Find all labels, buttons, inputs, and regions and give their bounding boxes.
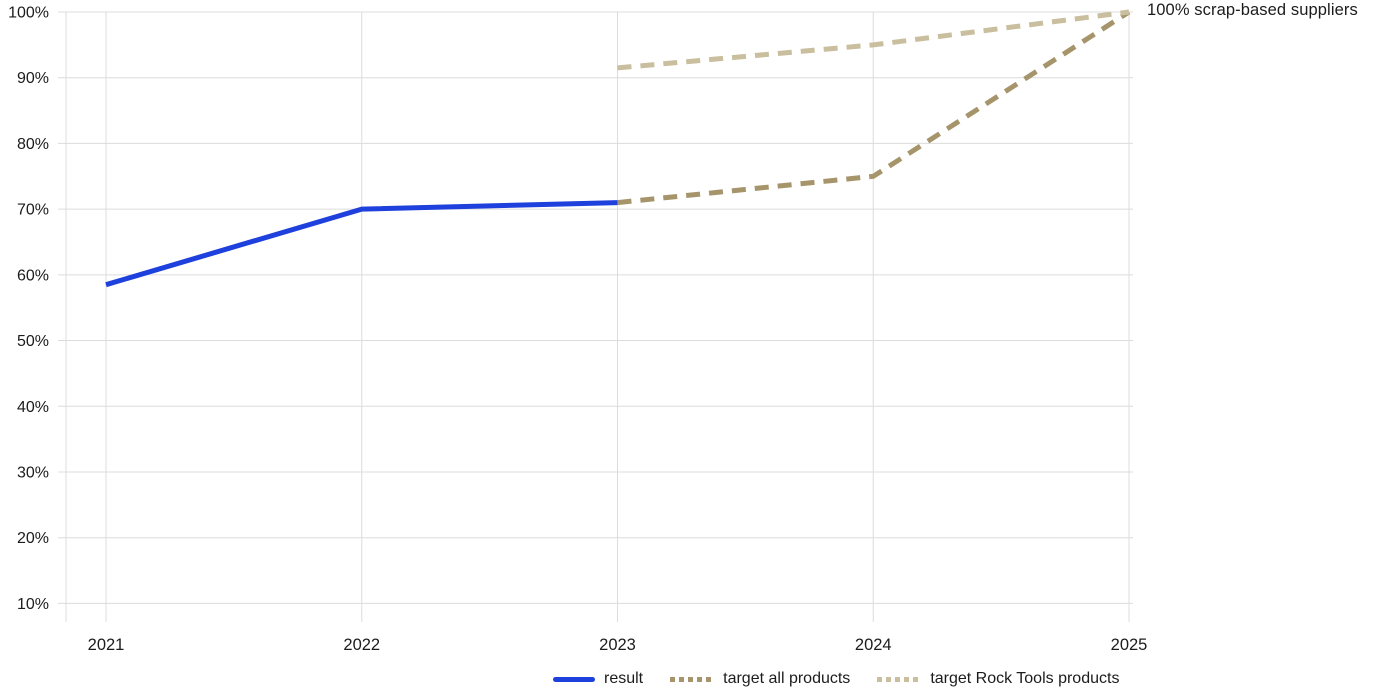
legend-item-result: result: [553, 670, 643, 688]
legend-label: result: [604, 670, 644, 687]
series-target-rock-tools-products: [617, 9, 1130, 71]
y-tick-label: 70%: [17, 202, 49, 219]
x-tick-label: 2021: [88, 636, 125, 654]
y-tick-label: 90%: [17, 70, 49, 87]
y-tick-label: 60%: [17, 267, 49, 284]
target-annotation: 100% scrap-based suppliers: [1147, 1, 1358, 19]
x-tick-label: 2023: [599, 636, 636, 654]
y-tick-label: 10%: [17, 596, 49, 613]
legend-label: target Rock Tools products: [930, 670, 1120, 687]
solid-line-swatch: [553, 676, 595, 682]
legend: result target all products target Rock Too…: [553, 670, 1119, 688]
series-target-all-products: [617, 9, 1131, 206]
y-tick-label: 30%: [17, 464, 49, 481]
legend-item-target-rock-tools-products: target Rock Tools products: [877, 670, 1119, 688]
y-tick-label: 20%: [17, 530, 49, 547]
x-tick-label: 2025: [1111, 636, 1148, 654]
x-tick-label: 2022: [343, 636, 380, 654]
y-tick-label: 40%: [17, 399, 49, 416]
legend-item-target-all-products: target all products: [670, 670, 850, 688]
y-tick-label: 80%: [17, 136, 49, 153]
y-tick-label: 50%: [17, 333, 49, 350]
series-result: [105, 200, 618, 288]
dashed-line-swatch: [877, 676, 922, 682]
legend-label: target all products: [723, 670, 851, 687]
x-tick-label: 2024: [855, 636, 892, 654]
y-tick-label: 100%: [8, 5, 49, 22]
dashed-line-swatch: [670, 676, 715, 682]
